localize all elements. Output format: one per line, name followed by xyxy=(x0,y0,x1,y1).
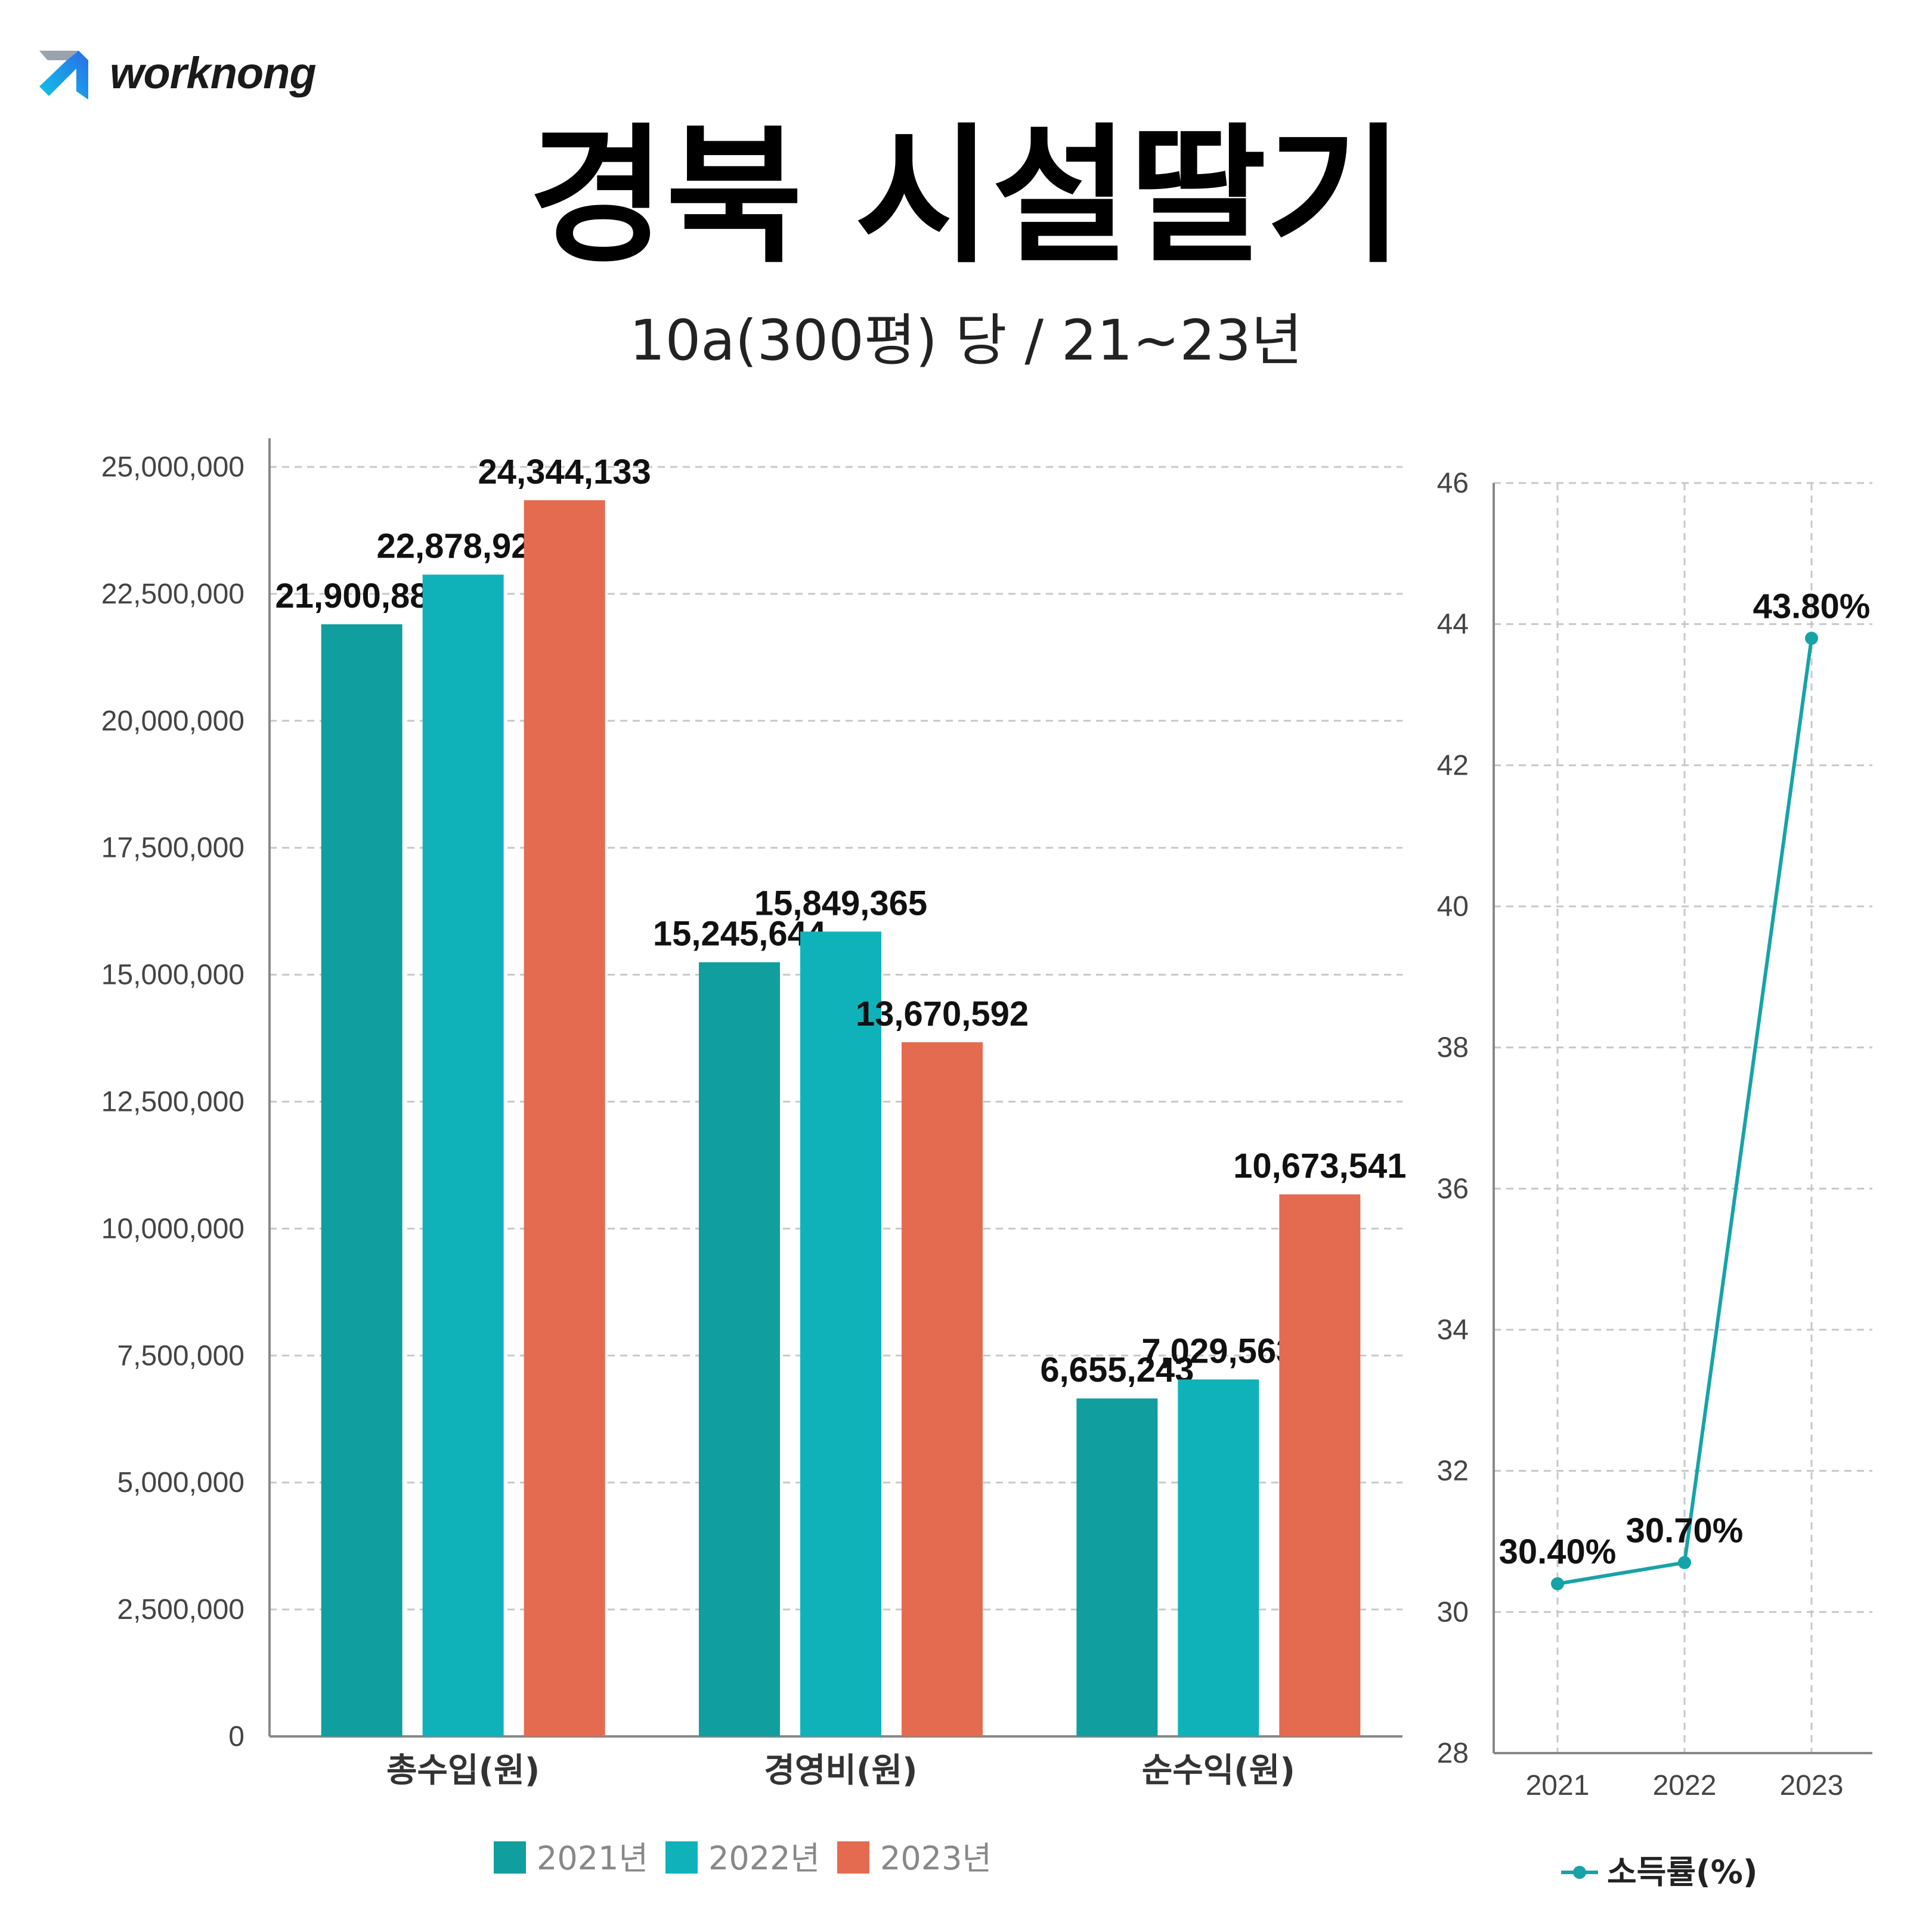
data-label: 6,655,243 xyxy=(1040,1351,1194,1389)
bar xyxy=(422,574,504,1736)
y-tick-label: 46 xyxy=(1437,467,1469,499)
page-title: 경북 시설딸기 xyxy=(528,110,1404,283)
brand-name: worknong xyxy=(110,48,317,98)
y-tick-label: 36 xyxy=(1437,1173,1469,1205)
y-tick-label: 38 xyxy=(1437,1032,1469,1064)
x-category-label: 순수익(원) xyxy=(1142,1751,1295,1790)
x-tick-label: 2021 xyxy=(1526,1770,1590,1801)
data-label: 43.80% xyxy=(1753,587,1871,626)
data-label: 30.40% xyxy=(1499,1532,1617,1571)
brand-logo: worknong xyxy=(37,43,317,103)
data-label: 24,344,133 xyxy=(478,453,651,491)
legend-label: 2022년 xyxy=(708,1840,820,1877)
legend-label: 2021년 xyxy=(537,1840,648,1877)
data-label: 21,900,887 xyxy=(275,577,448,615)
y-tick-label: 0 xyxy=(228,1721,244,1753)
legend-marker xyxy=(1573,1866,1586,1879)
y-tick-label: 28 xyxy=(1437,1738,1469,1769)
bar xyxy=(902,1042,983,1736)
bar xyxy=(800,931,881,1736)
bar xyxy=(1279,1194,1361,1736)
data-label: 13,670,592 xyxy=(856,995,1029,1033)
legend-label: 소득률(%) xyxy=(1607,1853,1758,1891)
bar xyxy=(524,500,605,1737)
data-label: 10,673,541 xyxy=(1233,1147,1406,1185)
x-category-label: 경영비(원) xyxy=(764,1751,917,1790)
y-tick-label: 7,500,000 xyxy=(117,1340,244,1371)
data-point xyxy=(1678,1556,1691,1569)
legend-label: 2023년 xyxy=(880,1840,992,1877)
y-tick-label: 5,000,000 xyxy=(117,1467,244,1498)
data-label: 15,849,365 xyxy=(754,884,927,922)
y-tick-label: 15,000,000 xyxy=(101,959,244,991)
data-point xyxy=(1551,1577,1564,1590)
legend-swatch xyxy=(837,1841,869,1874)
data-point xyxy=(1805,631,1818,645)
y-tick-label: 30 xyxy=(1437,1596,1469,1628)
data-label: 30.70% xyxy=(1626,1512,1744,1550)
data-label: 7,029,563 xyxy=(1141,1332,1295,1370)
bar xyxy=(1076,1398,1158,1736)
y-tick-label: 25,000,000 xyxy=(101,451,244,483)
legend-swatch xyxy=(665,1841,698,1874)
x-tick-label: 2023 xyxy=(1780,1770,1844,1801)
x-category-label: 총수입(원) xyxy=(386,1751,540,1790)
logo-arrow-icon xyxy=(39,51,88,100)
data-label: 22,878,928 xyxy=(377,527,550,566)
data-label: 15,245,644 xyxy=(653,915,826,953)
y-tick-label: 10,000,000 xyxy=(101,1213,244,1244)
bar xyxy=(1178,1379,1259,1736)
x-tick-label: 2022 xyxy=(1653,1770,1717,1801)
y-tick-label: 44 xyxy=(1437,609,1469,640)
y-tick-label: 20,000,000 xyxy=(101,705,244,737)
legend-swatch xyxy=(494,1841,526,1874)
y-tick-label: 42 xyxy=(1437,750,1469,781)
y-tick-label: 17,500,000 xyxy=(101,832,244,864)
bar xyxy=(699,962,780,1736)
y-tick-label: 40 xyxy=(1437,891,1469,922)
y-tick-label: 12,500,000 xyxy=(101,1086,244,1118)
page-subtitle: 10a(300평) 당 / 21~23년 xyxy=(629,308,1303,373)
bar xyxy=(321,624,402,1736)
y-tick-label: 2,500,000 xyxy=(117,1594,244,1626)
y-tick-label: 32 xyxy=(1437,1456,1469,1487)
y-tick-label: 34 xyxy=(1437,1314,1469,1346)
y-tick-label: 22,500,000 xyxy=(101,578,244,610)
